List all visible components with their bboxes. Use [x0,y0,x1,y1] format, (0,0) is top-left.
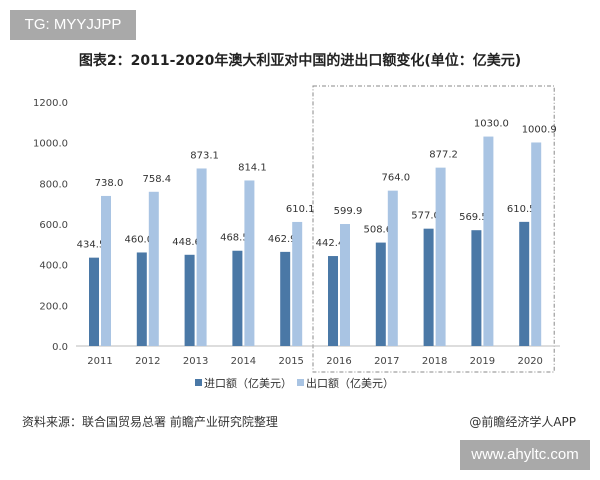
highlight-box [312,85,555,373]
data-label: 599.9 [334,206,363,217]
import-bar [232,250,243,346]
x-tick-label: 2012 [135,356,160,367]
export-bar [148,191,159,346]
legend-swatch [297,379,304,386]
y-tick-label: 1200.0 [33,98,68,109]
data-label: 468.5 [220,233,249,244]
data-label: 1030.0 [474,119,509,130]
data-label: 1000.9 [522,124,557,135]
data-label: 814.1 [238,162,267,173]
site-watermark: www.ahyltc.com [460,440,590,470]
legend-label: 出口额（亿美元） [306,376,394,390]
data-label: 610.1 [286,204,315,215]
import-bar [136,252,147,346]
data-label: 460.0 [124,234,153,245]
brand-credit: @前瞻经济学人APP [469,415,576,429]
export-bar [483,136,494,346]
import-bar [280,251,291,346]
legend-swatch [195,379,202,386]
export-bar [435,167,446,346]
x-tick-label: 2011 [87,356,112,367]
tag-watermark: TG: MYYJJPP [10,10,136,40]
x-tick-label: 2020 [517,356,542,367]
y-tick-label: 600.0 [39,220,68,231]
data-label: 758.4 [142,174,171,185]
y-tick-label: 0.0 [52,342,68,353]
y-tick-label: 400.0 [39,261,68,272]
x-tick-label: 2016 [326,356,351,367]
data-label: 462.9 [268,234,297,245]
export-bar [196,168,207,346]
import-bar [375,242,386,346]
data-label: 434.5 [77,240,106,251]
import-bar [519,221,530,346]
data-label: 764.0 [381,173,410,184]
import-bar [184,254,195,346]
export-bar [387,190,398,346]
y-tick-label: 800.0 [39,179,68,190]
x-tick-label: 2013 [183,356,208,367]
legend-label: 进口额（亿美元） [204,377,292,390]
data-label: 442.4 [316,238,345,249]
data-label: 877.2 [429,150,458,161]
export-bar [340,224,350,346]
source-note: 资料来源：联合国贸易总署 前瞻产业研究院整理 [22,415,278,429]
x-tick-label: 2018 [422,356,447,367]
data-label: 577.0 [411,211,440,222]
y-tick-label: 200.0 [39,301,68,312]
chart-title: 图表2：2011-2020年澳大利亚对中国的进出口额变化(单位：亿美元) [78,53,522,69]
x-tick-label: 2015 [278,356,303,367]
import-bar [423,228,434,346]
import-bar [328,256,338,346]
export-bar [101,195,111,346]
import-bar [89,257,99,346]
import-bar [471,230,482,346]
data-label: 508.6 [363,225,392,236]
export-bar [292,221,303,346]
x-tick-label: 2014 [231,356,256,367]
export-bar [244,180,255,346]
data-label: 569.5 [459,212,488,223]
export-bar [531,142,542,346]
data-label: 873.1 [190,150,219,161]
y-tick-label: 1000.0 [33,139,68,150]
x-tick-label: 2017 [374,356,399,367]
bar-chart: 0.0 200.0 400.0 600.0 800.0 1000.0 1200.0 2011 4… [33,85,560,390]
x-tick-label: 2019 [470,356,495,367]
data-label: 738.0 [95,178,124,189]
data-label: 610.5 [507,204,536,215]
data-label: 448.6 [172,237,201,248]
